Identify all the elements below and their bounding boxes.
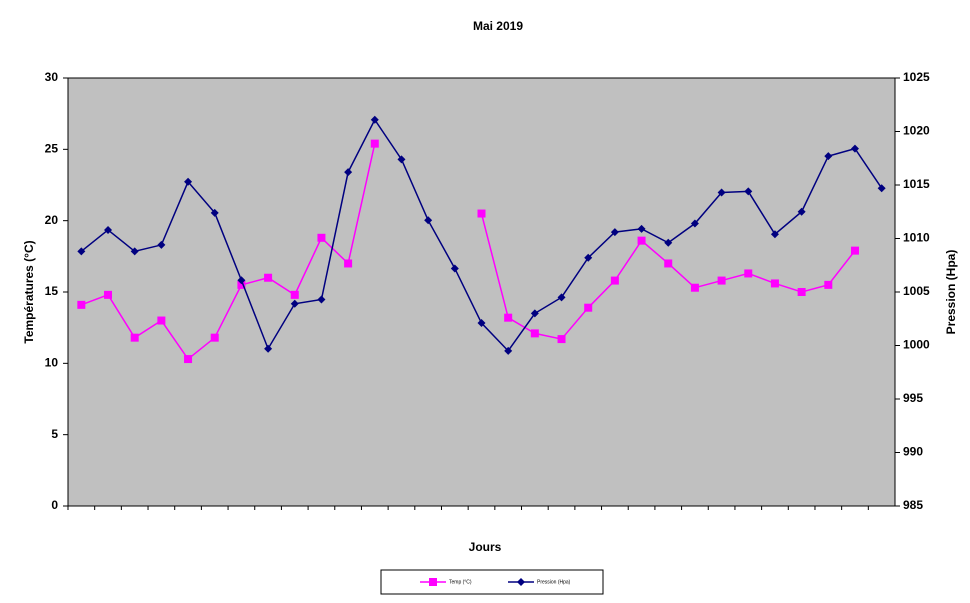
point xyxy=(264,273,273,282)
point xyxy=(530,329,539,338)
point xyxy=(797,207,806,216)
plot-area xyxy=(67,77,896,507)
y2-axis-label: Pression (Hpa) xyxy=(944,250,958,335)
x-axis-label: Jours xyxy=(469,540,502,554)
point xyxy=(637,236,646,245)
point xyxy=(130,247,139,256)
point xyxy=(290,290,299,299)
y2-tick-label: 985 xyxy=(903,498,923,512)
point xyxy=(770,230,779,239)
y-tick-label: 20 xyxy=(45,213,59,227)
point xyxy=(824,152,833,161)
point xyxy=(157,240,166,249)
point xyxy=(157,316,166,325)
chart-title: Mai 2019 xyxy=(473,19,523,33)
point xyxy=(850,144,859,153)
point xyxy=(744,187,753,196)
point xyxy=(344,259,353,268)
point xyxy=(690,283,699,292)
point xyxy=(530,309,539,318)
y2-tick-label: 1025 xyxy=(903,70,930,84)
y2-tick-label: 1005 xyxy=(903,284,930,298)
legend-marker xyxy=(429,578,437,586)
point xyxy=(317,295,326,304)
point xyxy=(610,276,619,285)
point xyxy=(557,293,566,302)
point xyxy=(130,333,139,342)
y2-tick-label: 1010 xyxy=(903,231,930,245)
y2-tick-label: 1000 xyxy=(903,338,930,352)
point xyxy=(397,155,406,164)
legend-box xyxy=(380,569,604,595)
point xyxy=(850,246,859,255)
point xyxy=(504,313,513,322)
point xyxy=(584,303,593,312)
point xyxy=(77,247,86,256)
point xyxy=(877,184,886,193)
point xyxy=(424,216,433,225)
point xyxy=(210,333,219,342)
point xyxy=(557,335,566,344)
point xyxy=(610,228,619,237)
point xyxy=(317,233,326,242)
point xyxy=(664,238,673,247)
y-tick-label: 10 xyxy=(45,356,59,370)
point xyxy=(824,280,833,289)
point xyxy=(690,219,699,228)
point xyxy=(184,177,193,186)
legend-label: Temp (°C) xyxy=(449,579,472,585)
point xyxy=(797,288,806,296)
y2-tick-label: 1020 xyxy=(903,124,930,138)
y2-tick-label: 1015 xyxy=(903,177,930,191)
point xyxy=(237,280,246,289)
point xyxy=(184,355,193,364)
point xyxy=(504,346,513,355)
point xyxy=(664,259,673,268)
point xyxy=(344,168,353,177)
point xyxy=(104,225,113,234)
y-tick-label: 30 xyxy=(45,70,59,84)
y-tick-label: 25 xyxy=(45,142,59,156)
point xyxy=(237,276,246,285)
point xyxy=(584,253,593,262)
point xyxy=(717,188,726,197)
point xyxy=(477,209,486,218)
y2-tick-label: 995 xyxy=(903,391,923,405)
y-axis-label: Températures (°C) xyxy=(22,240,36,343)
point xyxy=(370,115,379,124)
y-tick-label: 0 xyxy=(51,498,58,512)
point xyxy=(77,300,86,309)
y-tick-label: 5 xyxy=(51,427,58,441)
point xyxy=(770,279,779,288)
legend-marker xyxy=(517,578,525,586)
point xyxy=(210,208,219,217)
point xyxy=(717,276,726,285)
point xyxy=(450,264,459,273)
y2-tick-label: 990 xyxy=(903,445,923,459)
legend-label: Pression (Hpa) xyxy=(537,579,571,585)
point xyxy=(290,299,299,308)
y-tick-label: 15 xyxy=(45,284,59,298)
point xyxy=(370,139,379,148)
point xyxy=(637,224,646,233)
point xyxy=(477,319,486,328)
point xyxy=(264,344,273,353)
point xyxy=(744,269,753,278)
point xyxy=(104,290,113,299)
